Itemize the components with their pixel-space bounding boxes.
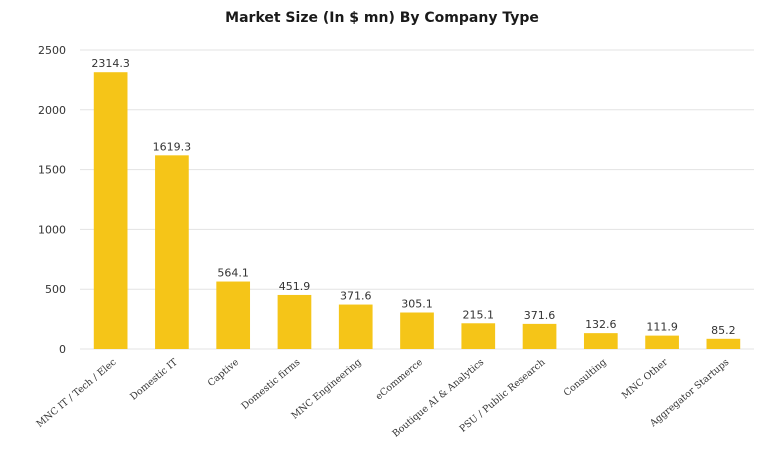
x-tick-label: MNC Other — [620, 357, 670, 402]
data-label: 132.6 — [585, 318, 617, 331]
bar — [706, 338, 741, 349]
data-label: 215.1 — [463, 308, 495, 321]
y-tick-label: 500 — [45, 283, 66, 296]
data-label: 371.6 — [524, 309, 556, 322]
bar — [93, 72, 128, 349]
y-tick-label: 1000 — [38, 223, 66, 236]
x-tick-label: Domestic firms — [240, 357, 303, 412]
x-tick-label: Captive — [206, 357, 242, 389]
data-label: 1619.3 — [153, 140, 192, 153]
data-label: 564.1 — [217, 267, 249, 280]
data-label: 2314.3 — [91, 57, 130, 70]
data-label: 451.9 — [279, 280, 311, 293]
bar — [645, 335, 679, 349]
bar — [400, 312, 434, 349]
bar — [583, 333, 618, 349]
x-tick-label: Domestic IT — [128, 356, 180, 402]
bar — [461, 323, 496, 349]
data-label: 371.6 — [340, 290, 372, 303]
x-tick-label: eCommerce — [374, 357, 426, 403]
chart-title: Market Size (In $ mn) By Company Type — [225, 10, 539, 26]
bar — [216, 281, 251, 349]
y-tick-label: 0 — [59, 343, 66, 356]
x-tick-label: MNC IT / Tech / Elec — [35, 357, 119, 430]
y-tick-label: 2000 — [38, 104, 66, 117]
data-label: 305.1 — [401, 298, 433, 311]
bar — [155, 155, 189, 349]
y-tick-label: 2500 — [38, 44, 66, 57]
y-tick-label: 1500 — [38, 164, 66, 177]
data-label: 111.9 — [646, 321, 678, 334]
x-tick-label: Consulting — [562, 357, 609, 399]
bar — [277, 294, 312, 349]
bar — [338, 304, 373, 349]
data-label: 85.2 — [711, 324, 736, 337]
bar — [522, 323, 557, 349]
